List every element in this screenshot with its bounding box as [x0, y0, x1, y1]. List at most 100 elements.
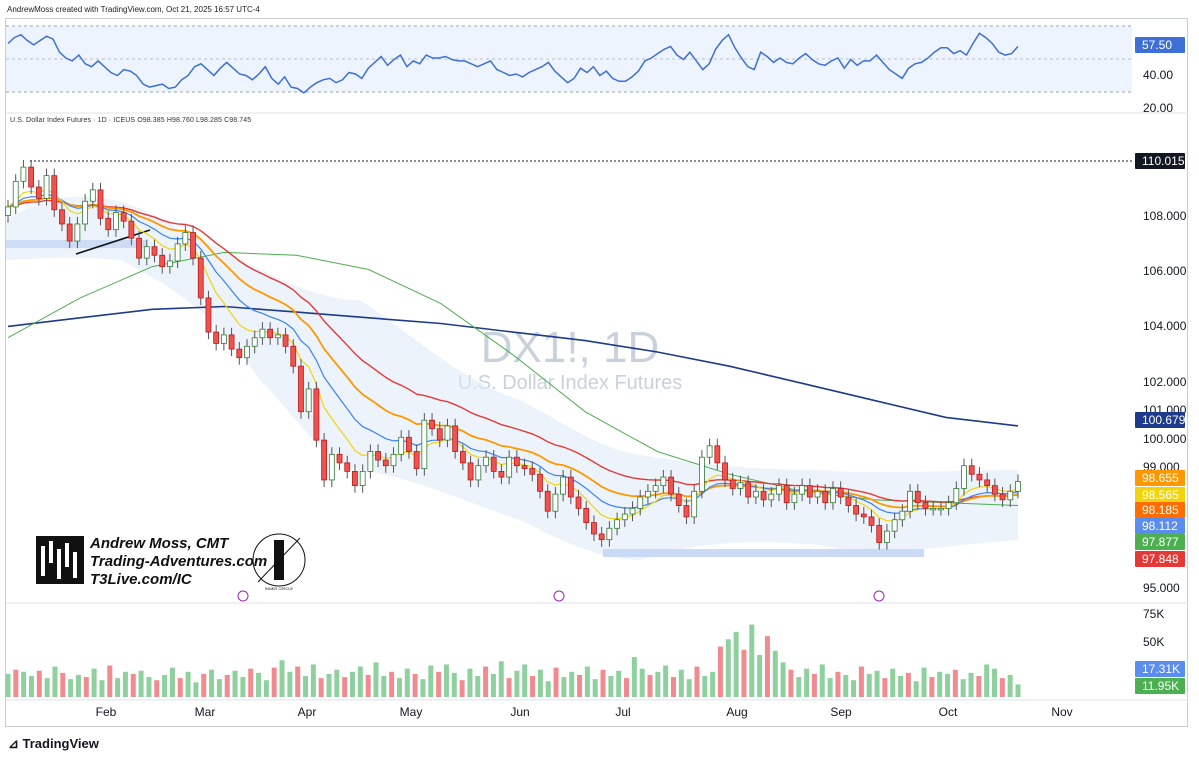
- volume-bar: [498, 661, 504, 697]
- sma50-line: [7, 199, 1019, 503]
- volume-bar: [162, 674, 168, 697]
- candle: [513, 456, 520, 467]
- price-tag: 98.655: [1142, 471, 1179, 485]
- candle: [961, 465, 967, 489]
- event-icon[interactable]: [553, 590, 565, 602]
- candle: [28, 166, 35, 188]
- candle: [459, 451, 466, 464]
- rsi-tick-label: 20.00: [1143, 101, 1173, 115]
- volume-bar: [75, 674, 81, 697]
- candle: [12, 180, 19, 208]
- candle: [282, 334, 289, 347]
- chart-pane: [5, 18, 1188, 727]
- price-tick-label: 95.000: [1143, 581, 1180, 595]
- volume-bar: [537, 669, 543, 697]
- volume-bar: [224, 674, 230, 697]
- volume-bar: [874, 670, 880, 697]
- candle: [336, 453, 343, 464]
- sma200-line: [7, 305, 1019, 427]
- volume-bar: [21, 671, 27, 697]
- volume-bar: [741, 649, 747, 697]
- candle: [159, 254, 166, 268]
- candle: [367, 451, 374, 472]
- candle: [652, 485, 659, 492]
- tradingview-logo-icon: ⊿: [8, 736, 23, 751]
- candle: [1007, 490, 1014, 501]
- candle: [259, 328, 266, 339]
- candle: [953, 488, 960, 504]
- candle: [151, 246, 158, 256]
- volume-bar: [138, 670, 144, 697]
- volume-bar: [146, 677, 152, 697]
- candle: [899, 510, 906, 521]
- volume-bar: [240, 677, 246, 697]
- volume-bar: [13, 669, 19, 697]
- volume-bar: [725, 639, 731, 697]
- volume-tick-label: 75K: [1143, 607, 1164, 621]
- rsi-line: [7, 32, 1019, 94]
- candle: [66, 223, 73, 242]
- volume-bar: [483, 666, 489, 697]
- candle: [791, 493, 798, 504]
- volume-bar: [1015, 684, 1021, 697]
- volume-bar: [796, 677, 802, 697]
- price-tick-label: 100.000: [1143, 432, 1187, 446]
- candle: [274, 334, 281, 339]
- event-icon[interactable]: [237, 590, 249, 602]
- candle: [128, 220, 135, 239]
- candle: [490, 456, 497, 472]
- volume-bar: [749, 624, 755, 697]
- bollinger-cloud: [6, 196, 1018, 561]
- candle: [244, 345, 250, 359]
- volume-bar: [898, 676, 904, 697]
- volume-bar: [154, 680, 160, 697]
- candle: [745, 482, 752, 498]
- volume-bar: [381, 676, 387, 697]
- candle: [598, 533, 605, 541]
- volume-bar: [310, 664, 316, 697]
- event-icon[interactable]: [873, 590, 885, 602]
- month-label: May: [400, 705, 423, 719]
- volume-bar: [663, 665, 669, 697]
- support-zone-2: [603, 549, 924, 557]
- volume-bar: [694, 666, 700, 697]
- volume-bar: [905, 672, 911, 697]
- volume-bar: [780, 662, 786, 697]
- volume-bar: [514, 670, 520, 697]
- candle: [97, 189, 104, 219]
- month-label: Feb: [96, 705, 117, 719]
- month-label: Jul: [615, 705, 630, 719]
- candle: [999, 493, 1006, 501]
- volume-bar: [271, 667, 277, 697]
- candle: [907, 490, 913, 512]
- volume-bar: [671, 677, 677, 697]
- volume-bar: [592, 679, 598, 697]
- candle: [668, 476, 674, 495]
- volume-bar: [569, 671, 575, 697]
- volume-bar: [68, 679, 74, 697]
- candle: [776, 485, 782, 495]
- candle: [876, 525, 883, 543]
- volume-bar: [913, 681, 919, 697]
- candle: [390, 453, 397, 467]
- price-tag: 98.185: [1142, 503, 1179, 517]
- volume-bar: [678, 669, 684, 697]
- candle: [529, 468, 536, 475]
- candle: [305, 388, 312, 413]
- candle: [136, 237, 142, 259]
- candle: [737, 482, 744, 489]
- candle: [922, 502, 929, 509]
- candle: [637, 496, 644, 509]
- volume-bar: [318, 678, 324, 697]
- price-tag-bg: [1135, 487, 1185, 503]
- candle: [583, 507, 590, 523]
- candle: [806, 485, 813, 498]
- volume-bar: [686, 679, 692, 697]
- tradingview-logo[interactable]: ⊿ TradingView: [8, 736, 99, 751]
- volume-bar: [287, 671, 293, 697]
- volume-bar: [1007, 674, 1013, 697]
- volume-bar: [412, 673, 418, 697]
- volume-bar: [506, 678, 512, 697]
